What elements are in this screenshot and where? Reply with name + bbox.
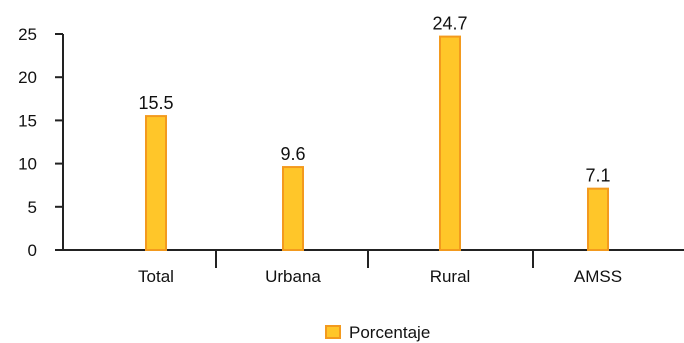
y-tick-label: 20 [18, 68, 37, 87]
legend-label: Porcentaje [349, 323, 430, 342]
x-tick-label: Total [138, 267, 174, 286]
x-tick-label: Rural [430, 267, 471, 286]
y-tick-label: 25 [18, 25, 37, 44]
data-label: 24.7 [432, 14, 467, 34]
bar-rural [439, 35, 461, 252]
y-tick-label: 15 [18, 111, 37, 130]
x-tick-label: Urbana [265, 267, 321, 286]
y-tick-label: 0 [28, 241, 37, 260]
data-label: 9.6 [280, 144, 305, 164]
y-tick-label: 5 [28, 198, 37, 217]
x-tick-label: AMSS [574, 267, 622, 286]
bar-urbana [282, 166, 304, 251]
data-label: 7.1 [585, 166, 610, 186]
y-tick-label: 10 [18, 155, 37, 174]
data-label: 15.5 [138, 93, 173, 113]
legend-swatch [325, 325, 341, 339]
bar-amss [587, 187, 609, 252]
bar-total [145, 115, 167, 251]
